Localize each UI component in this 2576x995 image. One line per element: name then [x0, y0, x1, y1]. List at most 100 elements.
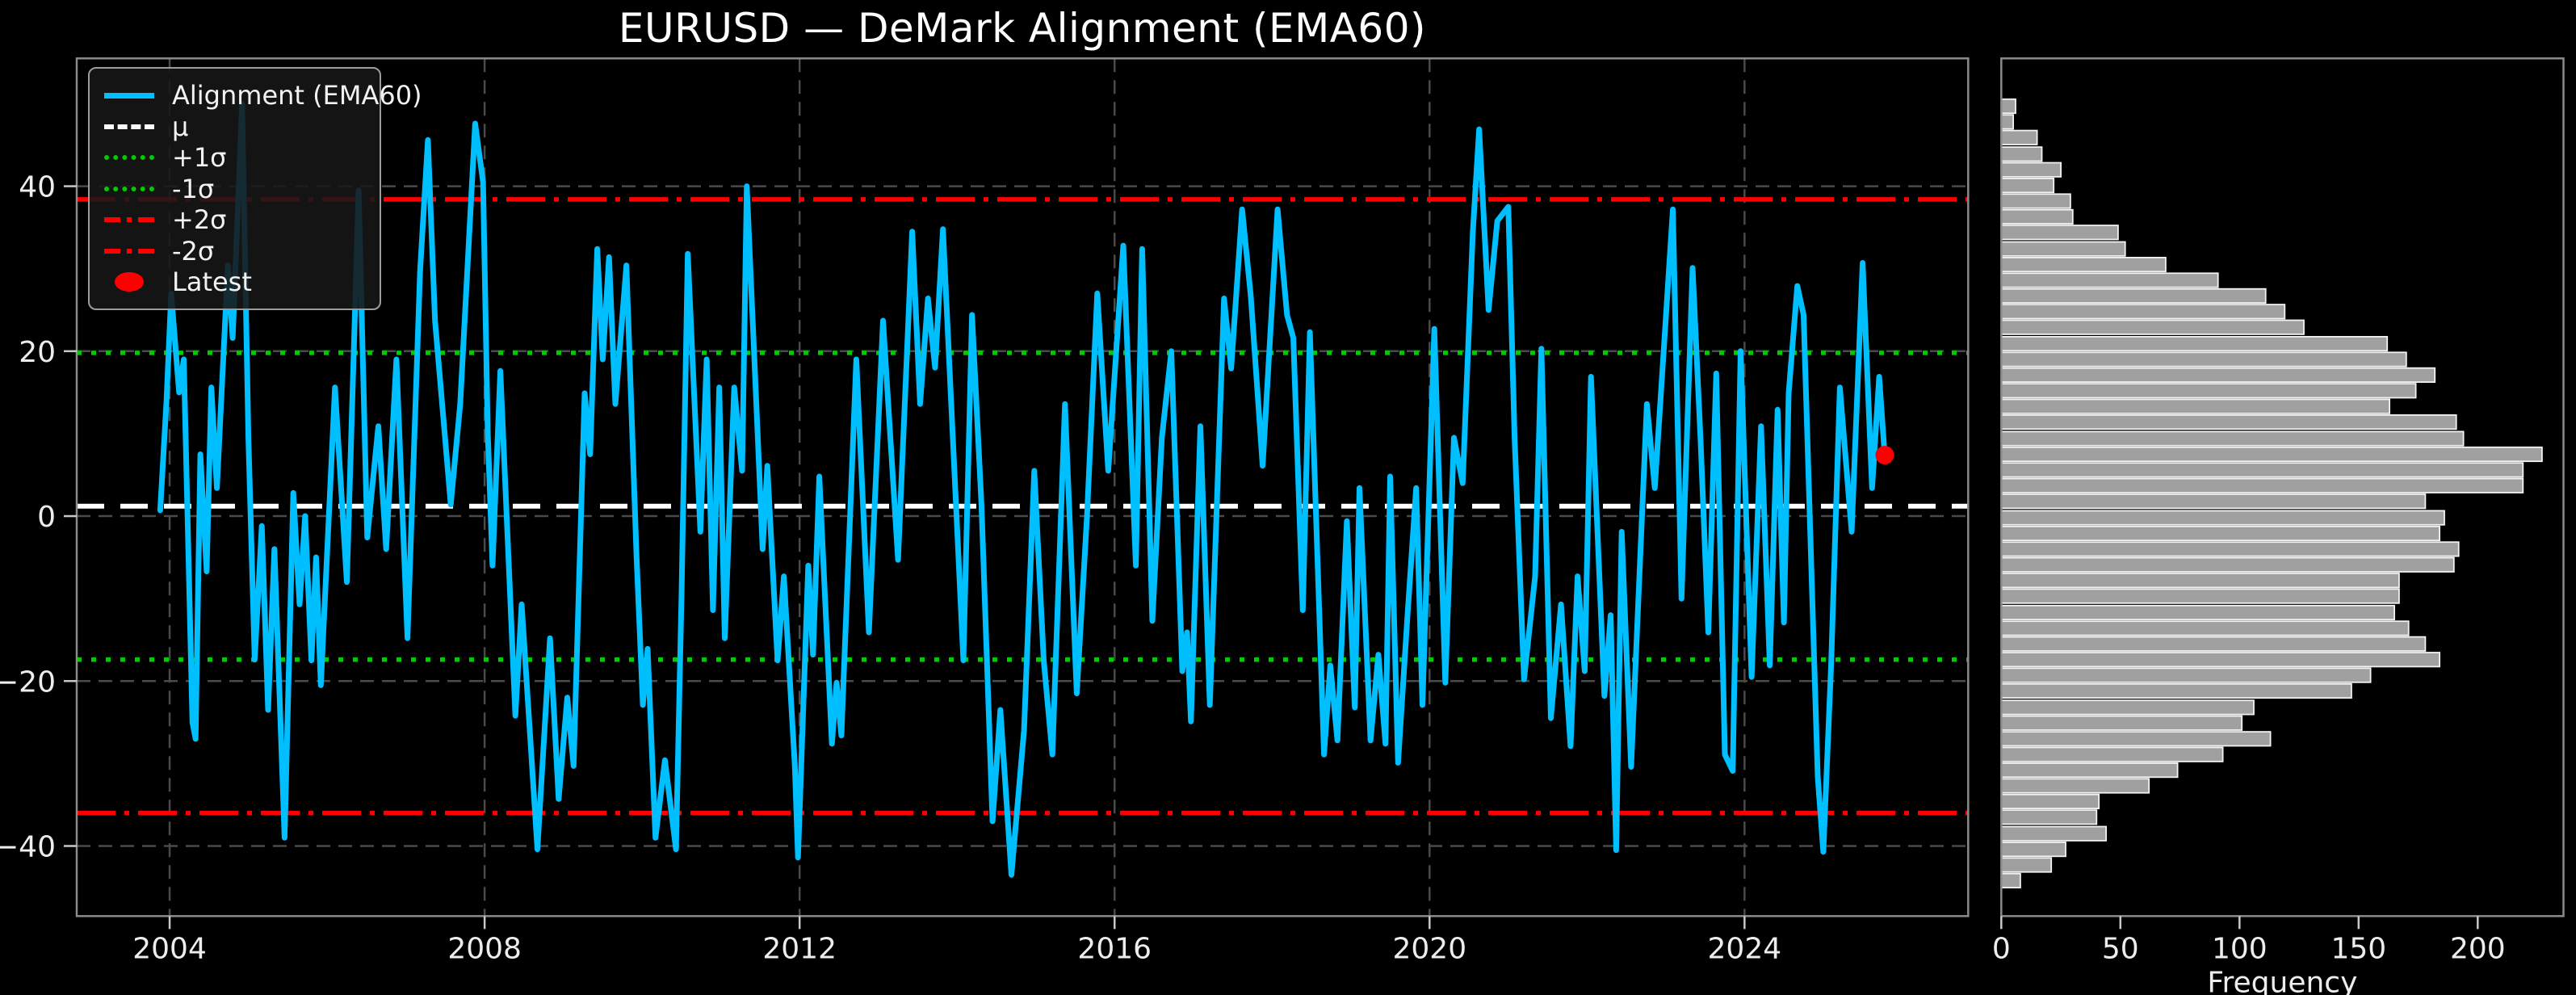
x-tick-label: 2024 — [1708, 932, 1782, 965]
histogram-bar — [2000, 573, 2400, 589]
legend-item-minus2sigma: -2σ — [104, 236, 365, 267]
histogram-bar — [2000, 715, 2243, 731]
histogram-bar — [2000, 778, 2150, 794]
hist-x-tick-label: 200 — [2450, 932, 2506, 965]
histogram-bar — [2000, 208, 2074, 225]
histogram-bar — [2000, 477, 2524, 493]
minus2sigma-line-swatch-icon — [104, 248, 154, 254]
latest-marker-swatch-icon — [104, 272, 154, 292]
x-tick-label: 2020 — [1392, 932, 1466, 965]
histogram-bar — [2000, 682, 2352, 699]
histogram-bar — [2000, 857, 2053, 873]
y-tick-label: 20 — [19, 336, 56, 369]
histogram-bar — [2000, 872, 2021, 888]
histogram-bar — [2000, 383, 2417, 399]
legend-item-minus1sigma: -1σ — [104, 174, 365, 204]
histogram-bar — [2000, 746, 2224, 762]
mu-line-swatch-icon — [104, 124, 154, 129]
main-chart: 2004 2008 2012 2016 2020 2024 40 20 0 −20 −40 — [0, 57, 1970, 965]
x-axis: 2004 2008 2012 2016 2020 2024 — [132, 916, 1781, 965]
histogram-bar — [2000, 367, 2436, 384]
hist-axes-spines — [2000, 57, 2565, 917]
hist-x-axis: 0 50 100 150 200 — [1992, 916, 2506, 965]
histogram-bar — [2000, 351, 2407, 367]
histogram-chart: 0 50 100 150 200 Frequency — [1992, 57, 2565, 995]
legend-label: -2σ — [172, 235, 215, 267]
y-tick-label: −20 — [0, 665, 56, 699]
plus1sigma-line-swatch-icon — [104, 155, 154, 160]
x-tick-label: 2004 — [132, 932, 207, 965]
histogram-bar — [2000, 604, 2396, 621]
histogram-bar — [2000, 541, 2460, 557]
histogram-bar — [2000, 98, 2016, 115]
histogram-bar — [2000, 762, 2179, 779]
legend-label: Latest — [172, 267, 252, 297]
histogram-bar — [2000, 256, 2167, 273]
legend-label: +2σ — [172, 204, 227, 235]
histogram-bar — [2000, 430, 2465, 447]
histogram-bar — [2000, 335, 2389, 352]
histogram-bar — [2000, 699, 2255, 716]
alignment-line-swatch-icon — [104, 92, 154, 99]
legend-label: Alignment (EMA60) — [172, 80, 422, 111]
histogram-bar — [2000, 193, 2071, 209]
histogram-bar — [2000, 462, 2524, 478]
histogram-bar — [2000, 588, 2400, 604]
histogram-bar — [2000, 446, 2543, 463]
legend-item-alignment: Alignment (EMA60) — [104, 80, 422, 111]
histogram-bar — [2000, 129, 2038, 145]
legend-item-plus2sigma: +2σ — [104, 204, 365, 235]
histogram-bar — [2000, 809, 2098, 825]
histogram-bar — [2000, 620, 2410, 636]
histogram-bar — [2000, 304, 2286, 320]
y-tick-label: 0 — [37, 501, 56, 534]
histogram-bars — [2000, 98, 2543, 888]
histogram-bar — [2000, 793, 2100, 810]
alignment-line — [157, 101, 1888, 878]
minus1sigma-line-swatch-icon — [104, 186, 154, 191]
y-tick-label: −40 — [0, 831, 56, 864]
hist-x-tick-label: 100 — [2212, 932, 2268, 965]
legend-label: +1σ — [172, 142, 227, 173]
main-axes-spines — [75, 57, 1970, 917]
y-tick-label: 40 — [19, 171, 56, 204]
histogram-bar — [2000, 288, 2267, 304]
legend: Alignment (EMA60) μ +1σ -1σ +2σ -2σ Late… — [88, 67, 422, 310]
histogram-bar — [2000, 225, 2119, 241]
legend-item-plus1sigma: +1σ — [104, 142, 365, 173]
sigma-lines — [77, 197, 1969, 816]
hist-x-tick-label: 0 — [1992, 932, 2011, 965]
histogram-bar — [2000, 146, 2043, 162]
histogram-bar — [2000, 162, 2062, 178]
x-tick-label: 2012 — [762, 932, 837, 965]
plus2sigma-line-swatch-icon — [104, 217, 154, 222]
legend-label: μ — [172, 111, 189, 142]
histogram-bar — [2000, 667, 2372, 683]
histogram-bar — [2000, 731, 2272, 747]
histogram-bar — [2000, 636, 2427, 652]
chart-title: EURUSD — DeMark Alignment (EMA60) — [618, 5, 1427, 52]
hist-xlabel: Frequency — [2207, 966, 2357, 995]
histogram-bar — [2000, 272, 2219, 288]
legend-item-mu: μ — [104, 111, 365, 142]
histogram-bar — [2000, 398, 2391, 414]
histogram-bar — [2000, 842, 2066, 858]
histogram-bar — [2000, 652, 2441, 668]
histogram-bar — [2000, 319, 2305, 335]
legend-label: -1σ — [172, 173, 215, 204]
histogram-bar — [2000, 525, 2441, 542]
latest-marker — [1875, 445, 1894, 464]
x-tick-label: 2008 — [447, 932, 522, 965]
hist-x-tick-label: 150 — [2331, 932, 2386, 965]
histogram-bar — [2000, 556, 2455, 573]
histogram-bar — [2000, 825, 2108, 842]
legend-item-latest: Latest — [104, 267, 365, 297]
histogram-bar — [2000, 510, 2445, 526]
histogram-bar — [2000, 114, 2015, 130]
histogram-bar — [2000, 414, 2457, 430]
y-axis: 40 20 0 −20 −40 — [0, 171, 77, 864]
histogram-bar — [2000, 177, 2055, 194]
x-tick-label: 2016 — [1077, 932, 1152, 965]
